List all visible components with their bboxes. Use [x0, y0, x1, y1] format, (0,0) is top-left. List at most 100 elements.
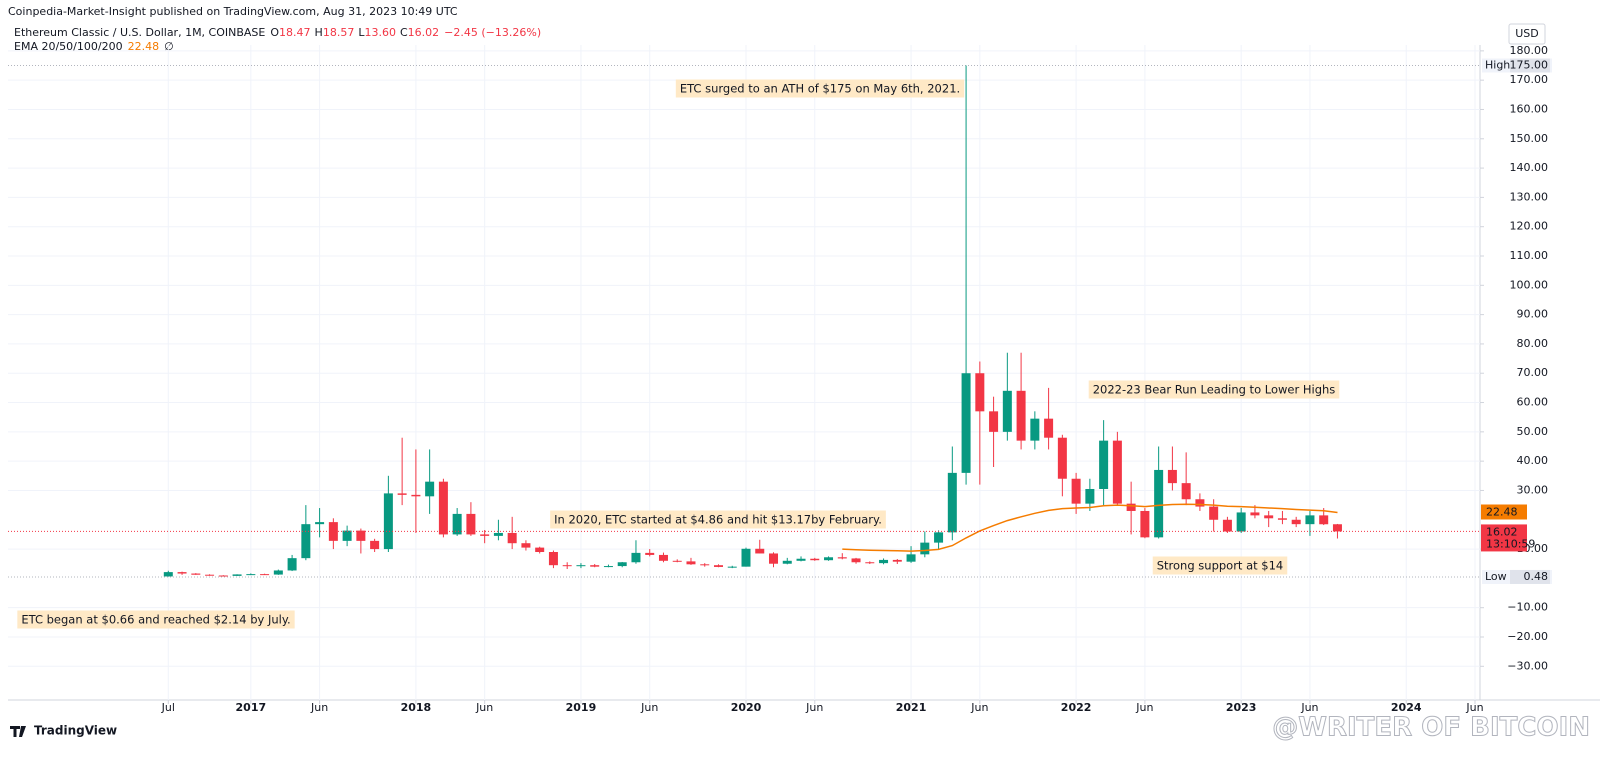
candle-body — [411, 494, 421, 497]
candle-body — [796, 558, 806, 561]
candle-body — [177, 572, 187, 574]
ohlc-key: H — [315, 26, 323, 39]
x-tick-label: 2022 — [1061, 701, 1092, 714]
symbol-legend: Ethereum Classic / U.S. Dollar, 1M, COIN… — [14, 26, 541, 39]
change: −2.45 (−13.26%) — [444, 26, 541, 39]
candle-body — [906, 554, 916, 562]
candle-body — [480, 534, 490, 536]
x-tick-label: Jun — [640, 701, 658, 714]
candle-body — [1319, 515, 1329, 525]
high-value: 175.00 — [1510, 59, 1549, 72]
x-tick-label: 2019 — [566, 701, 597, 714]
candle-body — [1057, 437, 1067, 479]
x-tick-label: 2023 — [1226, 701, 1257, 714]
candle-body — [1030, 418, 1040, 441]
candle-body — [1016, 390, 1026, 441]
ohlc-value: 18.57 — [323, 26, 355, 39]
y-tick-label: −10.00 — [1507, 601, 1548, 614]
candle-body — [851, 558, 861, 563]
candle-body — [232, 574, 242, 576]
candle-body — [1195, 499, 1205, 507]
candle-body — [287, 558, 297, 571]
candle-body — [810, 558, 820, 561]
ema-name: EMA 20/50/100/200 — [14, 40, 123, 53]
low-value: 0.48 — [1524, 570, 1549, 583]
candle-body — [769, 553, 779, 564]
y-tick-label: 160.00 — [1510, 102, 1549, 115]
candle-body — [1112, 440, 1122, 504]
candle-body — [961, 373, 971, 473]
x-tick-label: Jun — [310, 701, 328, 714]
candle-body — [1126, 503, 1136, 511]
candle-body — [328, 522, 338, 541]
candle-body — [590, 565, 600, 567]
y-tick-label: 150.00 — [1510, 132, 1549, 145]
low-label: Low — [1485, 570, 1507, 583]
annotation-bg — [1088, 380, 1340, 399]
candle-body — [1222, 519, 1232, 532]
annotation: ETC surged to an ATH of $175 on May 6th,… — [680, 82, 960, 96]
candle-body — [466, 513, 476, 535]
candle-body — [383, 493, 393, 550]
annotation-bg — [550, 510, 886, 529]
x-tick-label: Jun — [970, 701, 988, 714]
annotation: Strong support at $14 — [1157, 559, 1284, 573]
y-tick-label: 50.00 — [1517, 425, 1549, 438]
candle-body — [741, 548, 751, 567]
ema-suffix: ∅ — [164, 40, 174, 53]
candle-body — [617, 562, 627, 567]
currency-box[interactable] — [1508, 23, 1546, 45]
annotation-bg — [17, 610, 295, 629]
published-line: Coinpedia-Market-Insight published on Tr… — [8, 5, 458, 18]
candle-body — [782, 560, 792, 564]
candle-body — [700, 564, 710, 566]
candle-body — [934, 532, 944, 543]
candle-body — [603, 566, 613, 568]
y-tick-label: 80.00 — [1517, 337, 1549, 350]
candle-body — [1181, 483, 1191, 500]
y-tick-label: 90.00 — [1517, 308, 1549, 321]
candle-body — [163, 572, 173, 577]
candle-body — [1167, 469, 1177, 484]
y-tick-label: 40.00 — [1517, 454, 1549, 467]
candle-body — [1085, 488, 1095, 504]
candle-body — [1209, 506, 1219, 520]
ema-price-label: 22.48 — [1486, 505, 1518, 518]
y-tick-label: 130.00 — [1510, 190, 1549, 203]
candle-body — [658, 554, 668, 561]
candle-body — [535, 547, 545, 553]
x-tick-label: 2018 — [401, 701, 432, 714]
x-tick-label: Jun — [805, 701, 823, 714]
symbol: Ethereum Classic / U.S. Dollar, 1M, COIN… — [14, 26, 265, 39]
candle-body — [370, 540, 380, 550]
annotation-bg — [1152, 556, 1288, 575]
candle-body — [1264, 515, 1274, 519]
axes: 180.00 170.00 160.00 150.00 140.00 130.00 120.… — [161, 44, 1552, 714]
x-tick-label: 2017 — [236, 701, 267, 714]
ohlc-key: L — [358, 26, 365, 39]
candle-body — [548, 552, 558, 566]
ohlc-value: 18.47 — [279, 26, 311, 39]
candle-body — [218, 575, 228, 577]
candle-body — [1071, 478, 1081, 504]
low-value-bg — [1510, 569, 1550, 584]
candle-body — [507, 532, 517, 544]
candle-body — [438, 481, 448, 535]
candle-body — [1140, 510, 1150, 538]
candle-body — [1002, 390, 1012, 432]
ohlc-value: 13.60 — [364, 26, 396, 39]
last-price-label: 16.02 — [1486, 525, 1518, 538]
candle-body — [713, 565, 723, 567]
candle-body — [645, 552, 655, 555]
ohlc-key: C — [400, 26, 408, 39]
y-tick-label: 170.00 — [1510, 73, 1549, 86]
x-tick-label: Jun — [1300, 701, 1318, 714]
currency[interactable]: USD — [1515, 27, 1539, 40]
annotation-bg — [675, 79, 965, 98]
candle-body — [562, 565, 572, 567]
candle-body — [837, 557, 847, 559]
candle-body — [920, 542, 930, 555]
ema-line — [842, 503, 1338, 552]
annotation: ETC began at $0.66 and reached $2.14 by … — [21, 613, 290, 627]
